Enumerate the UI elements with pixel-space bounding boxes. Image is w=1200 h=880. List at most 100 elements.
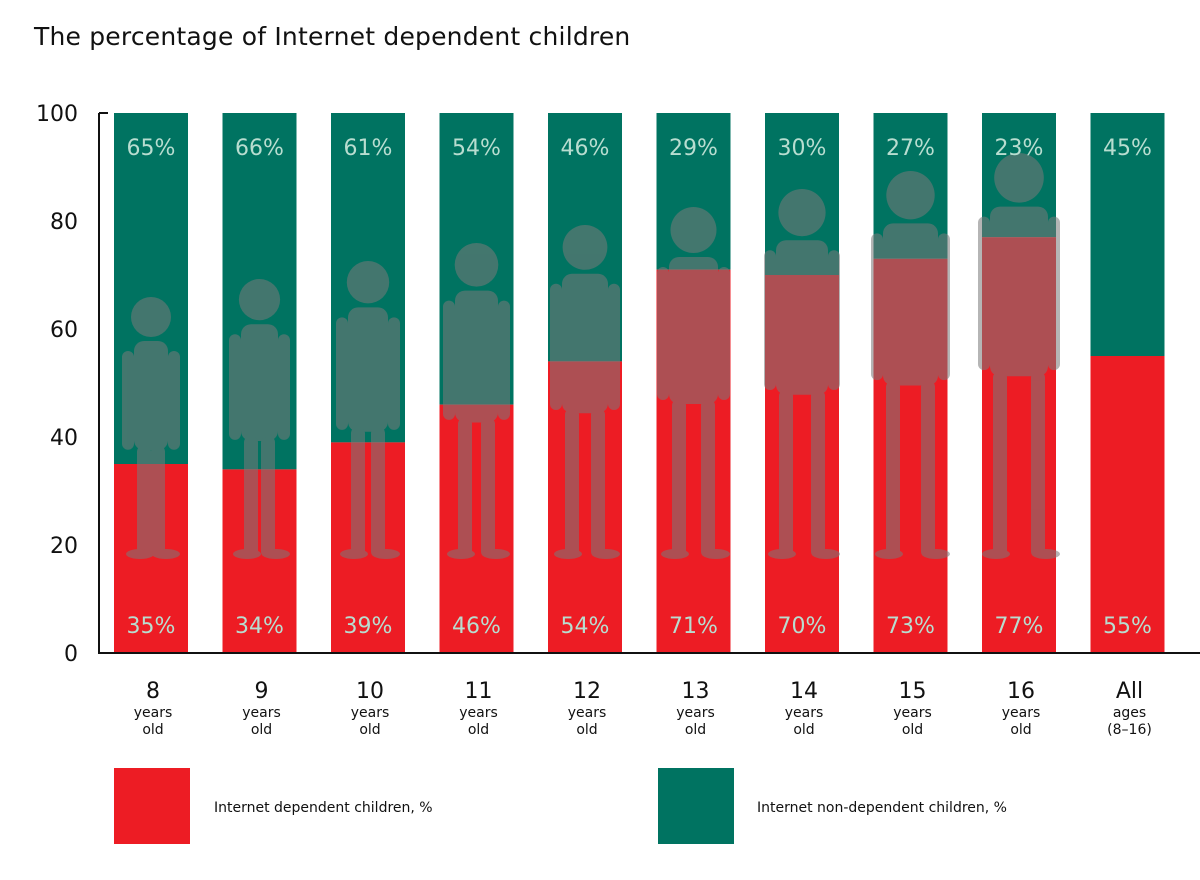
data-label-non-dependent: 65% xyxy=(127,136,176,161)
child-silhouette-part xyxy=(702,549,730,559)
child-silhouette-part xyxy=(608,283,620,410)
x-tick-label: 8 xyxy=(146,679,160,704)
legend-label-dependent: Internet dependent children, % xyxy=(214,800,433,816)
bar-dependent xyxy=(439,404,514,653)
x-tick-label: 13 xyxy=(682,679,710,704)
child-silhouette-part xyxy=(371,427,385,557)
y-tick-label: 0 xyxy=(64,642,78,667)
x-tick-sublabel: old xyxy=(576,722,597,738)
child-silhouette-part xyxy=(482,549,510,559)
bar-dependent xyxy=(1090,356,1165,653)
x-tick-label: 16 xyxy=(1007,679,1035,704)
child-silhouette-part xyxy=(922,549,950,559)
child-silhouette-part xyxy=(1031,372,1045,557)
child-silhouette-part xyxy=(134,341,168,451)
child-silhouette-part xyxy=(886,171,935,220)
child-silhouette-part xyxy=(261,436,275,557)
child-silhouette-part xyxy=(126,549,154,559)
x-tick-sublabel: years xyxy=(134,705,173,721)
data-label-dependent: 39% xyxy=(344,614,393,639)
y-tick-label: 80 xyxy=(50,210,78,235)
x-tick-label: All xyxy=(1116,679,1143,704)
x-tick-sublabel: years xyxy=(242,705,281,721)
data-label-dependent: 35% xyxy=(127,614,176,639)
x-tick-label: 10 xyxy=(356,679,384,704)
child-silhouette-part xyxy=(982,549,1010,559)
child-silhouette-part xyxy=(241,324,278,441)
child-silhouette-part xyxy=(883,223,938,386)
child-silhouette-part xyxy=(768,549,796,559)
x-tick-sublabel: old xyxy=(793,722,814,738)
child-silhouette-part xyxy=(336,317,348,430)
child-silhouette-part xyxy=(779,390,793,557)
data-label-non-dependent: 29% xyxy=(669,136,718,161)
data-label-non-dependent: 66% xyxy=(235,136,284,161)
data-label-dependent: 54% xyxy=(561,614,610,639)
child-silhouettes xyxy=(122,153,1060,559)
x-tick-sublabel: old xyxy=(1010,722,1031,738)
child-silhouette-part xyxy=(718,267,730,400)
child-silhouette-part xyxy=(701,400,715,557)
child-silhouette-part xyxy=(550,283,562,410)
x-tick-sublabel: years xyxy=(676,705,715,721)
child-silhouette-part xyxy=(443,300,455,420)
x-tick-sublabel: years xyxy=(568,705,607,721)
child-silhouette-part xyxy=(670,207,717,253)
child-silhouette-part xyxy=(1032,549,1060,559)
data-label-dependent: 46% xyxy=(452,614,501,639)
child-silhouette-part xyxy=(372,549,400,559)
child-silhouette-part xyxy=(454,242,499,287)
data-label-dependent: 71% xyxy=(669,614,718,639)
chart-title: The percentage of Internet dependent chi… xyxy=(34,22,631,51)
child-silhouette-part xyxy=(458,418,472,557)
data-label-non-dependent: 54% xyxy=(452,136,501,161)
data-label-non-dependent: 30% xyxy=(778,136,827,161)
child-silhouette-part xyxy=(990,206,1048,377)
x-tick-sublabel: old xyxy=(902,722,923,738)
child-silhouette-part xyxy=(168,351,180,450)
x-tick-sublabel: years xyxy=(785,705,824,721)
child-silhouette-part xyxy=(661,549,689,559)
x-tick-label: 12 xyxy=(573,679,601,704)
x-tick-sublabel: years xyxy=(351,705,390,721)
child-silhouette-part xyxy=(238,279,281,321)
child-silhouette-part xyxy=(137,446,151,557)
data-label-non-dependent: 23% xyxy=(995,136,1044,161)
legend-swatch-non-dependent xyxy=(658,768,734,844)
x-tick-sublabel: years xyxy=(459,705,498,721)
child-silhouette-part xyxy=(151,446,165,557)
child-silhouette-part xyxy=(244,436,258,557)
child-silhouette-part xyxy=(657,267,669,400)
x-tick-label: 11 xyxy=(465,679,493,704)
child-silhouette-part xyxy=(388,317,400,430)
child-silhouette-part xyxy=(921,381,935,557)
child-silhouette-part xyxy=(340,549,368,559)
bar-dependent xyxy=(222,469,297,653)
y-tick-label: 40 xyxy=(50,426,78,451)
y-tick-label: 20 xyxy=(50,534,78,559)
bar-dependent xyxy=(331,442,405,653)
data-label-dependent: 73% xyxy=(886,614,935,639)
x-tick-sublabel: ages xyxy=(1113,705,1146,721)
child-silhouette-part xyxy=(346,261,390,304)
y-tick-label: 60 xyxy=(50,318,78,343)
child-silhouette-part xyxy=(447,549,475,559)
child-silhouette-part xyxy=(498,300,510,420)
child-silhouette-part xyxy=(562,273,608,414)
child-silhouette-part xyxy=(278,334,290,440)
bar-non-dependent xyxy=(1090,113,1165,356)
child-silhouette-part xyxy=(778,189,826,237)
child-silhouette-part xyxy=(591,409,605,557)
data-label-dependent: 77% xyxy=(995,614,1044,639)
child-silhouette-part xyxy=(886,381,900,557)
x-tick-sublabel: old xyxy=(685,722,706,738)
data-label-non-dependent: 46% xyxy=(561,136,610,161)
child-silhouette-part xyxy=(871,233,883,381)
child-silhouette-part xyxy=(672,400,686,557)
child-silhouette-part xyxy=(122,351,134,450)
data-label-non-dependent: 27% xyxy=(886,136,935,161)
child-silhouette-part xyxy=(994,153,1044,203)
x-tick-label: 9 xyxy=(255,679,269,704)
child-silhouette-part xyxy=(1048,216,1060,371)
